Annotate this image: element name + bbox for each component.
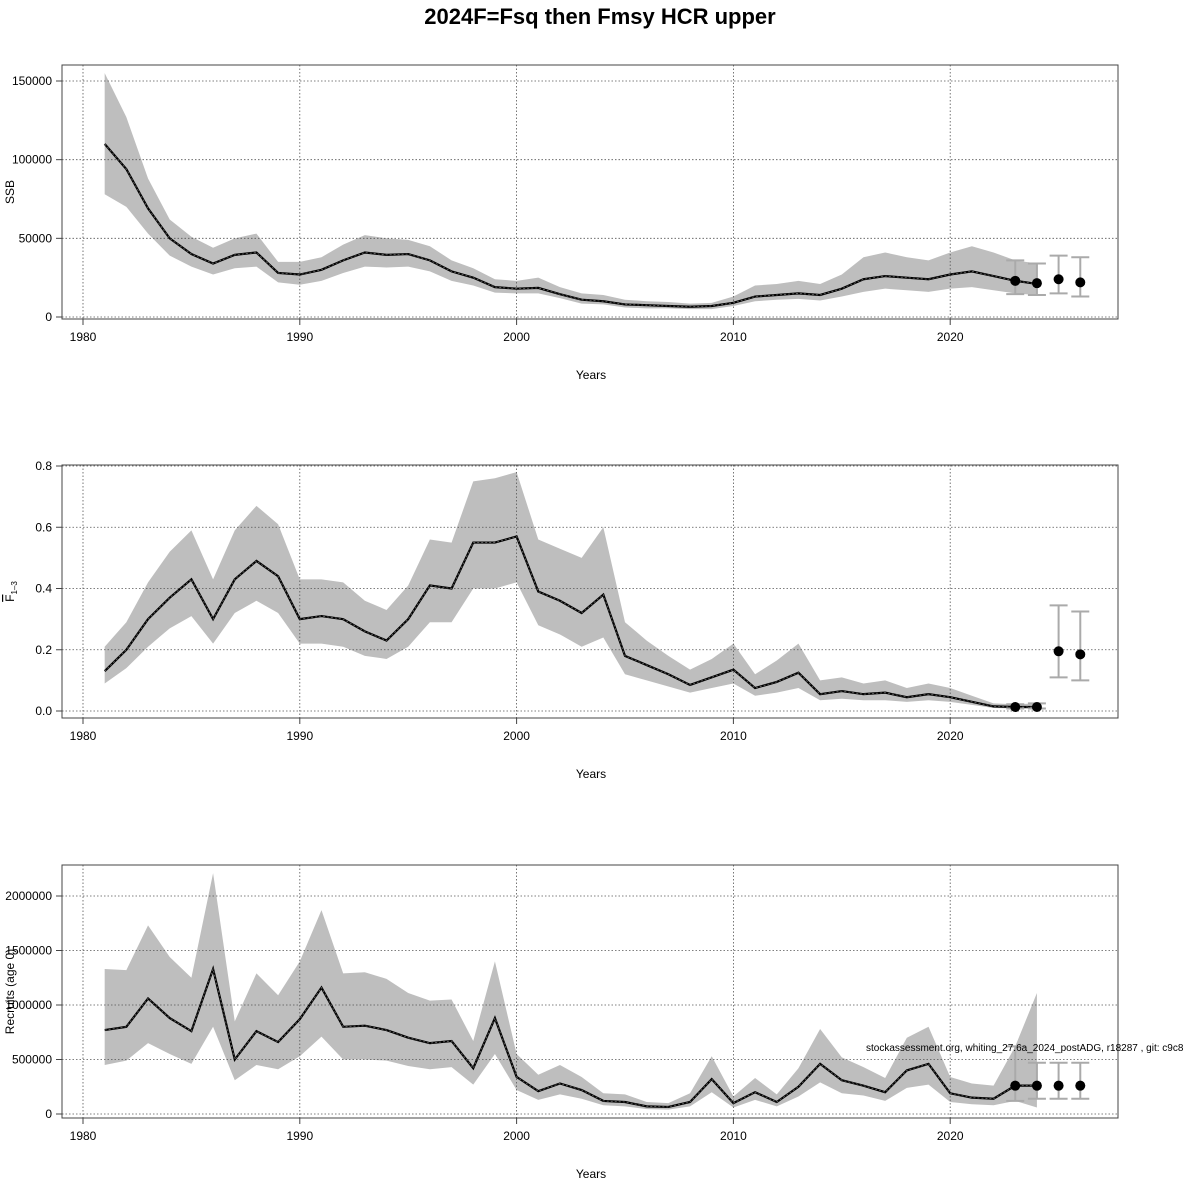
- forecast-point: [1053, 1080, 1064, 1091]
- y-axis-label-main: F: [3, 595, 17, 602]
- plot-area: [62, 465, 1118, 718]
- x-axis-label: Years: [576, 767, 606, 781]
- y-tick-label: 150000: [12, 74, 52, 88]
- plot-area: [62, 865, 1118, 1118]
- plot-border: [61, 864, 1119, 1119]
- forecast-point: [1031, 278, 1042, 289]
- forecast-point: [1075, 1080, 1086, 1091]
- x-tick-label: 1980: [70, 1129, 97, 1143]
- confidence-band: [104, 73, 1037, 310]
- chart-title: 2024F=Fsq then Fmsy HCR upper: [424, 4, 776, 29]
- x-tick-label: 1990: [286, 729, 313, 743]
- x-tick-label: 2010: [720, 1129, 747, 1143]
- x-tick-label: 2020: [937, 330, 964, 344]
- x-tick-label: 1990: [286, 330, 313, 344]
- estimate-line-dashed: [104, 143, 1037, 308]
- forecast-point: [1010, 1080, 1021, 1091]
- y-tick-label: 100000: [12, 153, 52, 167]
- x-tick-label: 2000: [503, 1129, 530, 1143]
- x-tick-label: 2020: [937, 1129, 964, 1143]
- y-tick-label: 1500000: [5, 944, 52, 958]
- panel-2: 1980 1990 2000 2010 2020 0.0 0.2 0.4 0.6 0.8 Years…: [3, 459, 1119, 781]
- panel-1: 1980 1990 2000 2010 2020 0 50000 100000 150000 Ye…: [3, 64, 1119, 382]
- x-tick-label: 1990: [286, 1129, 313, 1143]
- plot-border: [61, 464, 1119, 719]
- footer-watermark: stockassessment.org, whiting_27.6a_2024_…: [866, 1043, 1184, 1054]
- y-axis-label: SSB: [3, 180, 17, 204]
- forecast-point: [1075, 277, 1086, 288]
- confidence-band: [104, 873, 1037, 1110]
- forecast-point: [1053, 274, 1064, 285]
- x-tick-label: 1980: [70, 729, 97, 743]
- forecast-point: [1075, 649, 1086, 660]
- y-tick-label: 0.4: [35, 582, 52, 596]
- y-axis-label-main: Recruits (age 0): [3, 949, 17, 1034]
- y-tick-label: 0.0: [35, 704, 52, 718]
- forecast-point: [1031, 1080, 1042, 1091]
- y-axis-label-subscript: 1–3: [10, 581, 19, 595]
- y-tick-label: 50000: [19, 231, 53, 245]
- y-axis-label-main: SSB: [3, 180, 17, 204]
- y-axis-label: Recruits (age 0): [3, 949, 17, 1034]
- plot-area: [62, 65, 1118, 319]
- y-axis-label: F1–3: [3, 581, 19, 602]
- x-tick-label: 2010: [720, 729, 747, 743]
- forecast-point: [1053, 646, 1064, 657]
- y-tick-label: 2000000: [5, 889, 52, 903]
- y-tick-label: 0.6: [35, 520, 52, 534]
- y-tick-label: 0: [45, 310, 52, 324]
- y-tick-label: 0: [45, 1107, 52, 1121]
- plot-border: [61, 64, 1119, 320]
- x-tick-label: 1980: [70, 330, 97, 344]
- x-tick-label: 2010: [720, 330, 747, 344]
- y-tick-label: 500000: [12, 1053, 52, 1067]
- y-tick-label: 0.8: [35, 459, 52, 473]
- y-tick-label: 1000000: [5, 998, 52, 1012]
- confidence-band: [104, 472, 1037, 709]
- x-tick-label: 2000: [503, 330, 530, 344]
- x-tick-label: 2020: [937, 729, 964, 743]
- x-axis-label: Years: [576, 1167, 606, 1181]
- forecast-point: [1031, 702, 1042, 713]
- forecast-point: [1010, 275, 1021, 286]
- x-axis-label: Years: [576, 368, 606, 382]
- estimate-line-dashed: [104, 535, 1037, 708]
- forecast-point: [1010, 702, 1021, 713]
- panel-3: 1980 1990 2000 2010 2020 0 500000 1000000 150000…: [3, 864, 1119, 1181]
- y-tick-label: 0.2: [35, 643, 52, 657]
- x-tick-label: 2000: [503, 729, 530, 743]
- estimate-line-dashed: [104, 967, 1037, 1108]
